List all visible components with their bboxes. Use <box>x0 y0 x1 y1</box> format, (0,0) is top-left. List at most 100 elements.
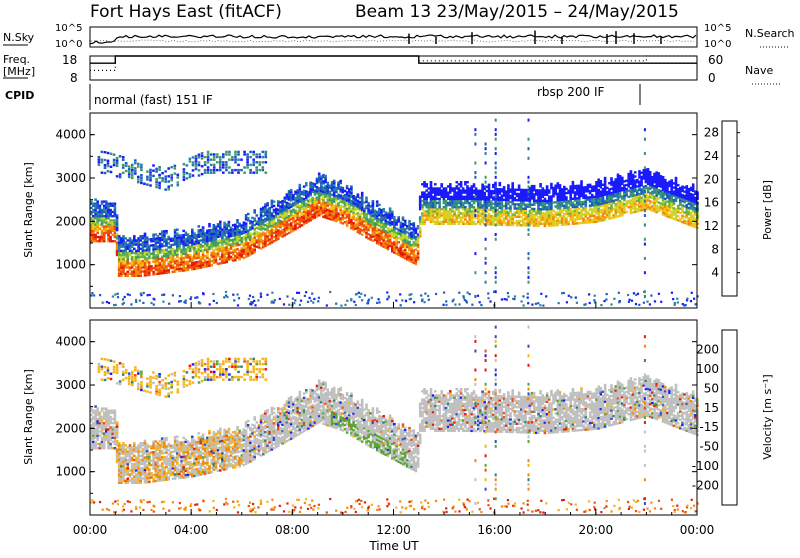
power-cell <box>196 296 198 298</box>
power-cell <box>202 251 205 253</box>
power-cell <box>137 163 140 165</box>
power-cell <box>258 156 261 158</box>
power-cell <box>192 156 195 158</box>
power-cell <box>109 236 112 238</box>
power-cell <box>243 151 246 153</box>
power-cell <box>432 214 435 216</box>
power-cell <box>458 187 461 189</box>
power-cell <box>360 293 362 295</box>
power-cell <box>237 164 240 166</box>
power-cell <box>249 295 251 297</box>
power-cell <box>149 171 152 173</box>
power-cell <box>153 298 155 300</box>
power-cell <box>140 169 143 171</box>
power-cell <box>98 161 101 163</box>
power-cell <box>122 239 125 241</box>
power-cell <box>305 184 308 186</box>
power-cell <box>186 172 189 174</box>
power-cell <box>236 219 239 221</box>
power-cell <box>266 202 269 204</box>
power-cell <box>249 151 252 153</box>
power-cell <box>117 293 119 295</box>
power-cell <box>258 161 261 163</box>
power-cell <box>219 166 222 168</box>
power-cell <box>155 181 158 183</box>
power-cell <box>213 300 215 302</box>
power-cell <box>253 211 256 213</box>
power-cell <box>98 159 101 161</box>
power-cell <box>662 176 665 178</box>
power-cell <box>255 161 258 163</box>
power-cell <box>511 182 514 184</box>
power-cell <box>99 205 102 207</box>
power-cell <box>438 204 441 206</box>
power-cell <box>604 179 607 181</box>
power-cell <box>499 192 502 194</box>
power-cell <box>567 223 570 225</box>
power-cell <box>569 194 572 196</box>
power-cell <box>237 159 240 161</box>
power-cell <box>104 151 107 153</box>
power-cell <box>417 240 420 242</box>
power-cell <box>466 181 469 183</box>
power-cell <box>158 169 161 171</box>
power-cell <box>210 172 213 174</box>
power-cell <box>511 201 514 203</box>
power-cell <box>309 194 312 196</box>
power-cell <box>150 302 152 304</box>
power-cell <box>619 192 622 194</box>
power-cell <box>122 258 125 260</box>
power-cell <box>333 182 336 184</box>
power-cell <box>125 162 128 164</box>
power-cell <box>395 244 398 246</box>
power-cell <box>155 170 158 172</box>
power-cell <box>189 176 192 178</box>
power-cell <box>327 182 330 184</box>
power-cell <box>134 159 137 161</box>
power-cell <box>367 300 369 302</box>
power-cell <box>473 183 476 185</box>
power-cell <box>479 301 481 303</box>
power-cell <box>96 200 99 202</box>
power-cell <box>213 153 216 155</box>
power-cell <box>101 151 104 153</box>
power-cell <box>246 156 249 158</box>
power-cell <box>460 181 463 183</box>
power-cell <box>686 298 688 300</box>
freq-line <box>90 56 697 63</box>
power-cell <box>119 155 122 157</box>
power-cell <box>255 153 258 155</box>
power-cell <box>116 214 119 216</box>
power-cell <box>131 172 134 174</box>
power-cell <box>628 301 630 303</box>
power-cell <box>250 301 252 303</box>
power-cell <box>451 216 454 218</box>
power-cell <box>408 220 411 222</box>
power-cell <box>262 166 265 168</box>
power-cell <box>110 153 113 155</box>
power-cell <box>101 159 104 161</box>
power-cell <box>335 191 338 193</box>
power-cell <box>252 161 255 163</box>
power-cell <box>575 297 577 299</box>
power-cell <box>339 182 342 184</box>
power-cell <box>262 156 265 158</box>
power-cell <box>213 166 216 168</box>
power-cell <box>438 187 441 189</box>
power-cell <box>635 303 637 305</box>
power-cell <box>649 173 652 175</box>
power-cell <box>670 179 673 181</box>
power-cell <box>107 170 110 172</box>
power-cell <box>222 164 225 166</box>
power-cell <box>460 185 463 187</box>
cpid-mode-2: rbsp 200 IF <box>537 85 604 99</box>
power-cell <box>144 233 147 235</box>
power-cell <box>140 166 143 168</box>
power-cell <box>127 258 130 260</box>
power-cell <box>539 185 542 187</box>
power-cell <box>170 174 173 176</box>
power-cell <box>149 179 152 181</box>
power-cell <box>158 182 161 184</box>
power-cell <box>246 153 249 155</box>
power-cell <box>460 219 463 221</box>
